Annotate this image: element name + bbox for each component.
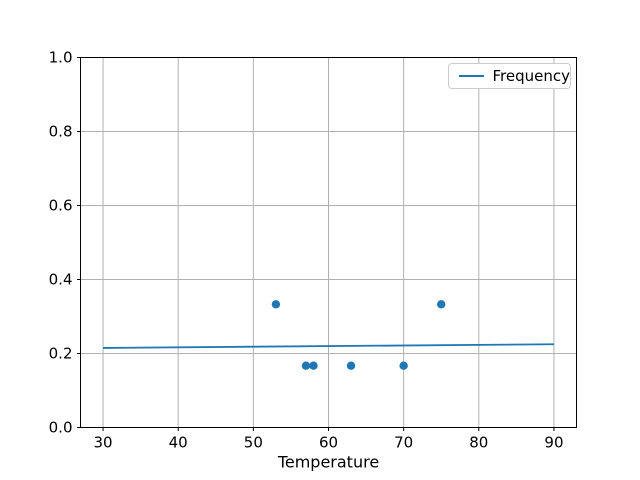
y-tick-label: 0.0: [49, 419, 73, 437]
scatter-point: [437, 300, 446, 309]
x-tick-label: 50: [244, 434, 263, 452]
x-tick-label: 80: [469, 434, 488, 452]
scatter-point: [309, 361, 318, 370]
legend-label: Frequency: [492, 66, 571, 85]
y-tick-label: 1.0: [49, 49, 73, 67]
x-tick-label: 30: [93, 434, 112, 452]
scatter-point: [399, 361, 408, 370]
legend: Frequency: [448, 63, 571, 89]
x-tick-label: 40: [169, 434, 188, 452]
legend-line-icon: [459, 75, 484, 77]
x-axis-label: Temperature: [277, 453, 379, 472]
x-tick-label: 90: [544, 434, 563, 452]
scatter-point: [271, 300, 281, 309]
trend-line: [103, 343, 554, 349]
scatter-point: [346, 361, 356, 370]
y-tick-label: 0.2: [49, 345, 73, 363]
y-tick-label: 0.4: [49, 271, 73, 289]
y-tick-label: 0.8: [49, 123, 73, 141]
y-tick-label: 0.6: [49, 197, 73, 215]
x-tick-label: 60: [319, 434, 338, 452]
x-tick-label: 70: [394, 434, 413, 452]
scatter-point: [301, 361, 311, 370]
